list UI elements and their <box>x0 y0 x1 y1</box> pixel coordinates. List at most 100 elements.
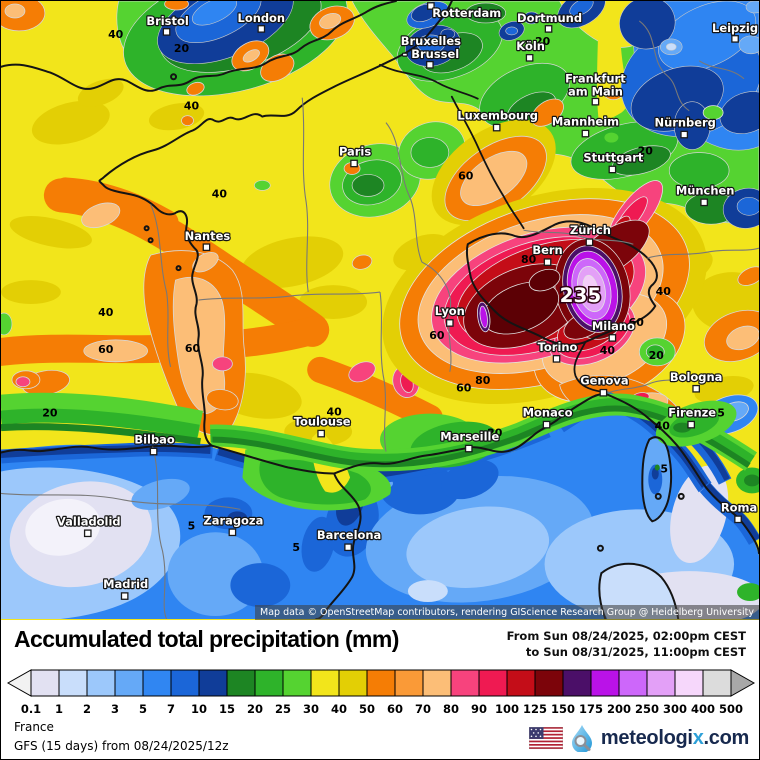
city-madrid: Madrid <box>102 576 149 600</box>
scale-box-100 <box>506 669 536 697</box>
scale-tick: 30 <box>303 702 319 716</box>
city-z-rich: Zürich <box>569 222 612 247</box>
contour-label: 60 <box>185 342 201 355</box>
scale-tick: 50 <box>359 702 375 716</box>
city-n-rnberg: Nürnberg <box>653 114 717 139</box>
scale-box-40 <box>338 669 368 697</box>
city-bologna: Bologna <box>669 369 724 393</box>
city-marker <box>492 123 501 132</box>
run-info: France GFS (15 days) from 08/24/2025/12z <box>14 718 229 756</box>
city-paris: Paris <box>338 143 373 168</box>
contour-label: 80 <box>475 374 491 387</box>
scale-box-150 <box>562 669 592 697</box>
meteologix-logo-icon[interactable] <box>570 724 594 752</box>
city-marker <box>591 97 600 106</box>
city-torino: Torino <box>536 339 579 363</box>
city-milano: Milano <box>591 318 636 342</box>
scale-box-10 <box>198 669 228 697</box>
scale-box-175 <box>590 669 620 697</box>
scale-box-1 <box>58 669 88 697</box>
city-label: London <box>238 11 286 25</box>
city-marker <box>581 129 590 138</box>
scale-box-250 <box>646 669 676 697</box>
city-marker <box>700 198 708 207</box>
city-label: Bristol <box>146 14 188 28</box>
city-label: Köln <box>516 39 545 53</box>
period-to: to Sun 08/31/2025, 11:00pm CEST <box>525 644 746 659</box>
city-label: Rotterdam <box>432 6 501 20</box>
city-label: München <box>676 183 735 197</box>
precipitation-map[interactable]: 40 20 40 40 20 60 20 80 60 80 60 60 40 20 40 40 60 60 20 40… <box>0 0 760 620</box>
city-frankfurt-am-main: Frankfurt am Main <box>564 71 627 106</box>
city-marker <box>692 384 701 393</box>
scale-tick: 25 <box>275 702 291 716</box>
contour-label: 80 <box>521 253 537 266</box>
scale-tick: 300 <box>663 702 687 716</box>
scale-box-300 <box>674 669 704 697</box>
city-marker <box>544 25 553 33</box>
map-attribution: Map data © OpenStreetMap contributors, r… <box>255 605 759 620</box>
color-scale: 0.1 1 2 3 5 7 10 15 20 25 30 40 50 60 70 80 90 100 125 150 1… <box>6 669 756 716</box>
scale-tick: 500 <box>719 702 743 716</box>
contour-label: 20 <box>649 349 665 362</box>
scale-box-80 <box>450 669 480 697</box>
city-marker <box>257 25 266 33</box>
city-bristol: Bristol <box>145 13 190 36</box>
us-flag-icon[interactable] <box>528 727 563 749</box>
admin-borders <box>1 20 759 619</box>
city-marker <box>599 388 608 397</box>
max-precip-value: 235 <box>560 283 602 307</box>
field-blue-north <box>157 1 759 229</box>
city-bruxelles-brussel: Bruxelles - Brussel <box>400 33 462 69</box>
city-marker <box>162 28 171 36</box>
city-marker <box>731 35 739 43</box>
field-green-accents <box>604 105 724 143</box>
scale-box-400 <box>702 669 732 697</box>
scale-box-5 <box>142 669 172 697</box>
scale-box-30 <box>310 669 340 697</box>
scale-tick: 40 <box>331 702 347 716</box>
model-run-label: GFS (15 days) from 08/24/2025/12z <box>14 739 229 753</box>
scale-box-15 <box>226 669 256 697</box>
scale-tick: 100 <box>495 702 519 716</box>
scale-tick: 60 <box>387 702 403 716</box>
region-label: France <box>14 720 54 734</box>
contour-label: 20 <box>535 35 551 48</box>
contour-label: 5 <box>717 407 725 420</box>
city-marker <box>445 319 454 327</box>
city-label: Bern <box>532 243 562 257</box>
city-label: Leipzig <box>712 21 758 35</box>
brand[interactable]: meteologix.com <box>528 724 749 752</box>
scale-tick: 20 <box>247 702 263 716</box>
city-marker <box>542 420 551 429</box>
brand-wordmark[interactable]: meteologix.com <box>600 726 749 749</box>
city-marker <box>525 53 534 62</box>
max-value-label: 235 <box>558 282 603 309</box>
city-roma: Roma <box>720 499 758 524</box>
city-label: Paris <box>339 145 371 159</box>
contour-label: 40 <box>656 285 672 298</box>
scale-tick: 400 <box>691 702 715 716</box>
city-marseille: Marseille <box>439 428 501 453</box>
scale-tick: 90 <box>471 702 487 716</box>
city-label: Firenze <box>668 406 716 420</box>
scale-box-3 <box>114 669 144 697</box>
contour-label: 60 <box>98 343 114 356</box>
contour-label: 5 <box>292 541 300 554</box>
city-marker <box>426 60 434 69</box>
city-label: Bilbao <box>134 433 175 447</box>
city-label: Monaco <box>523 406 573 420</box>
contour-label: 40 <box>108 28 124 41</box>
city-label: Stuttgart <box>583 150 643 164</box>
city-marker <box>228 528 237 537</box>
city-monaco: Monaco <box>521 404 574 429</box>
city-marker <box>202 243 211 252</box>
city-label: Barcelona <box>317 528 381 542</box>
city-marker <box>350 159 358 168</box>
contour-label: 60 <box>429 329 445 342</box>
field-green-coast <box>1 392 757 511</box>
city-label: Zürich <box>570 223 611 237</box>
city-nantes: Nantes <box>183 228 232 252</box>
city-label: Valladolid <box>57 514 121 528</box>
